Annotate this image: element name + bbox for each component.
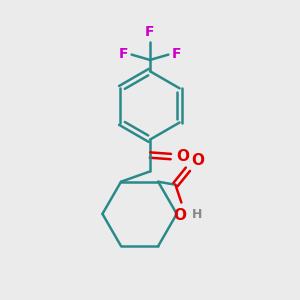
Text: O: O bbox=[176, 149, 189, 164]
Text: H: H bbox=[192, 208, 202, 221]
Text: F: F bbox=[145, 25, 155, 39]
Text: F: F bbox=[171, 47, 181, 61]
Text: O: O bbox=[173, 208, 186, 223]
Text: O: O bbox=[191, 153, 205, 168]
Text: F: F bbox=[119, 47, 129, 61]
